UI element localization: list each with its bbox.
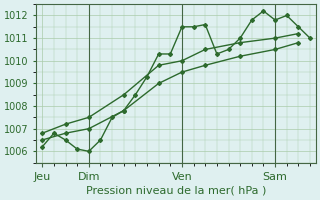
X-axis label: Pression niveau de la mer( hPa ): Pression niveau de la mer( hPa ) <box>86 186 266 196</box>
